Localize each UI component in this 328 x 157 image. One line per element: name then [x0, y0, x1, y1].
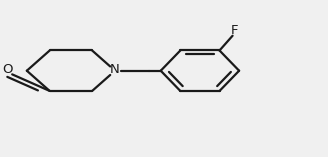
Text: F: F: [231, 24, 238, 37]
Text: O: O: [2, 63, 13, 76]
Text: N: N: [110, 63, 120, 76]
